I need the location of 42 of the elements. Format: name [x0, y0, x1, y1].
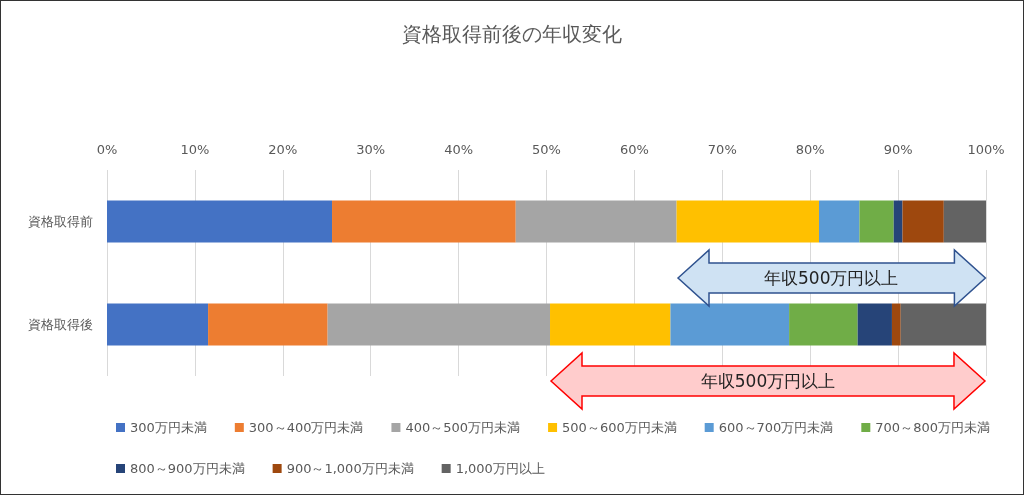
annotation: 年収500万円以上 [699, 370, 837, 391]
bar [327, 303, 551, 346]
bar [107, 303, 209, 346]
x-tick-label: 80% [795, 142, 825, 157]
bar [857, 303, 892, 346]
x-tick-label: 90% [883, 142, 913, 157]
bar [789, 303, 858, 346]
x-tick-label: 40% [444, 142, 474, 157]
x-tick-label: 10% [180, 142, 210, 157]
bar [332, 200, 516, 243]
x-tick-label: 0% [96, 142, 118, 157]
chart-title: 資格取得前後の年収変化 [402, 22, 622, 46]
x-tick-label: 60% [619, 142, 649, 157]
bar [943, 200, 986, 243]
bar [891, 303, 901, 346]
legend-label: 400～500万円未満 [405, 420, 521, 435]
bar [902, 200, 944, 243]
x-tick-label: 50% [532, 142, 561, 157]
bar [818, 200, 860, 243]
x-tick-label: 70% [707, 142, 737, 157]
bar [859, 200, 894, 243]
bar [208, 303, 328, 346]
bar [676, 200, 819, 243]
x-tick-label: 30% [356, 142, 386, 157]
legend-label: 1,000万円以上 [455, 461, 545, 476]
x-tick-label: 100% [967, 142, 1005, 157]
legend-label: 700～800万円未満 [875, 420, 990, 435]
bar [515, 200, 677, 243]
legend-label: 800～900万円未満 [130, 461, 245, 476]
legend-label: 300万円未満 [130, 420, 207, 435]
bar [550, 303, 671, 346]
y-tick-label: 資格取得後 [28, 317, 93, 332]
legend-label: 900～1,000万円未満 [286, 461, 414, 476]
legend-label: 500～600万円未満 [562, 420, 677, 435]
x-tick-label: 20% [268, 142, 298, 157]
legend-label: 600～700万円未満 [718, 420, 834, 435]
legend-label: 300～400万円未満 [248, 420, 364, 435]
y-tick-label: 資格取得前 [28, 214, 93, 229]
bar [893, 200, 903, 243]
bar [107, 200, 333, 243]
bar [900, 303, 986, 346]
annotation: 年収500万円以上 [763, 267, 900, 288]
